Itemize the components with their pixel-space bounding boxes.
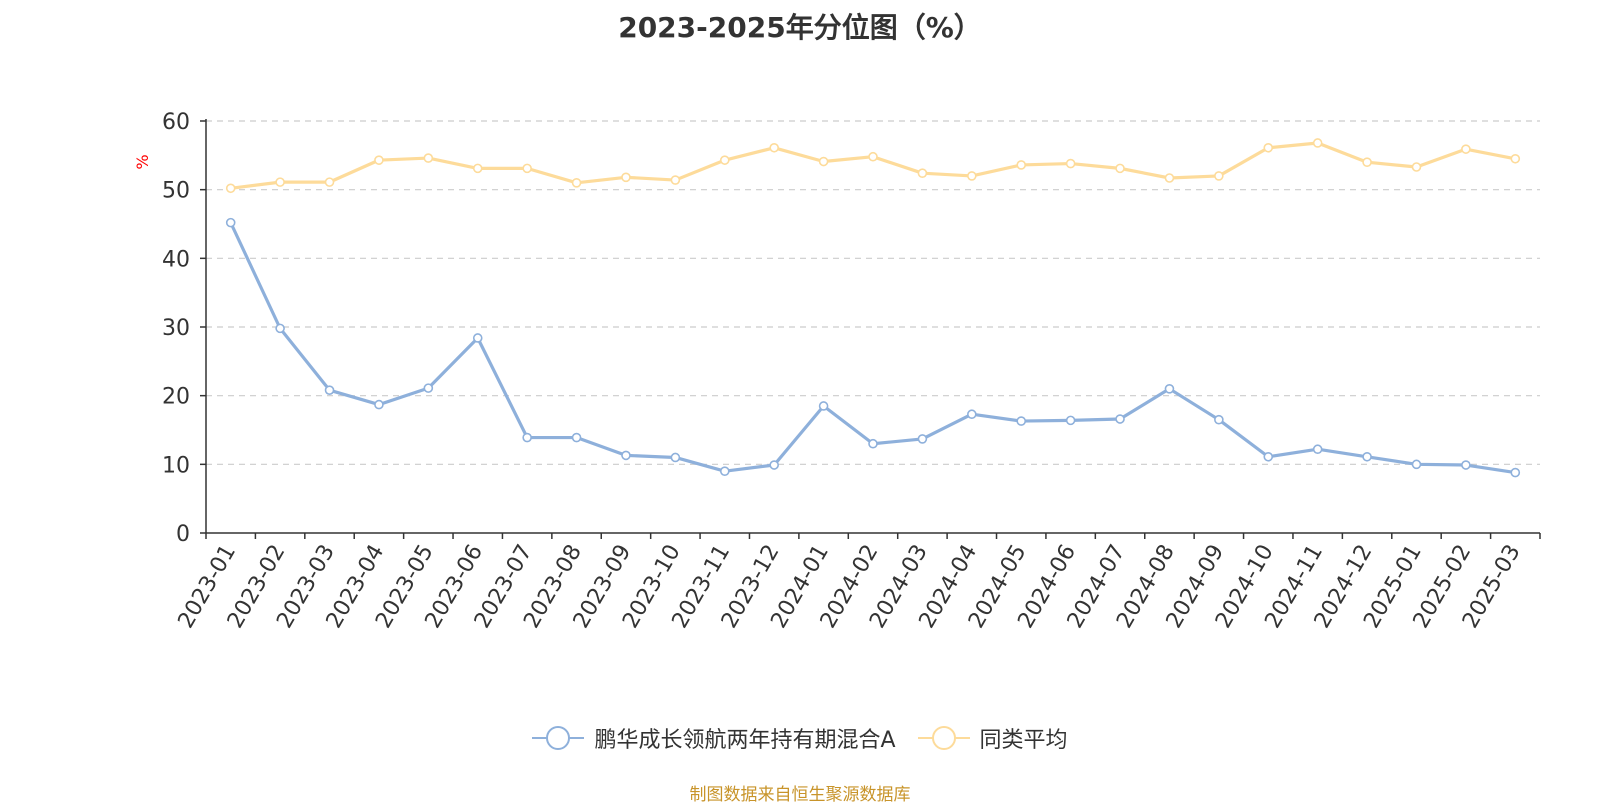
point-0-2025-01 xyxy=(1411,459,1422,470)
point-0-2023-07 xyxy=(522,432,532,443)
point-0-2023-11 xyxy=(719,466,730,477)
point-0-2023-09 xyxy=(621,450,631,461)
series-line-0 xyxy=(229,221,1516,475)
point-1-2024-11 xyxy=(1312,138,1323,148)
point-1-2023-03 xyxy=(324,177,335,187)
legend: 鹏华成长领航两年持有期混合A 同类平均 xyxy=(0,722,1600,754)
y-tick-label-0: 0 xyxy=(176,522,190,547)
point-1-2025-03 xyxy=(1510,153,1521,164)
point-1-2023-09 xyxy=(621,172,631,183)
legend-item-category-average[interactable]: 同类平均 xyxy=(917,722,1068,754)
point-1-2023-12 xyxy=(769,142,779,153)
legend-swatch-category-average xyxy=(917,726,970,750)
point-0-2024-03 xyxy=(917,434,928,444)
point-0-2025-03 xyxy=(1510,467,1521,478)
point-0-2023-08 xyxy=(571,432,582,443)
point-1-2024-06 xyxy=(1065,158,1076,169)
point-0-2024-01 xyxy=(818,401,829,411)
point-1-2023-11 xyxy=(719,155,730,165)
point-0-2023-01 xyxy=(225,217,236,228)
legend-label-category-average: 同类平均 xyxy=(979,728,1068,753)
point-1-2024-07 xyxy=(1115,163,1125,174)
legend-item-fund[interactable]: 鹏华成长领航两年持有期混合A xyxy=(532,722,896,754)
point-0-2024-02 xyxy=(868,438,878,449)
point-0-2023-04 xyxy=(374,399,384,410)
point-1-2023-04 xyxy=(374,155,384,165)
point-0-2023-02 xyxy=(275,323,285,334)
point-0-2024-11 xyxy=(1312,444,1323,455)
point-1-2025-02 xyxy=(1461,144,1471,154)
y-tick-label-20: 20 xyxy=(162,385,190,410)
y-tick-label-60: 60 xyxy=(162,110,190,135)
y-axis-unit-label: % xyxy=(133,154,152,169)
point-0-2024-07 xyxy=(1115,414,1125,424)
gridlines xyxy=(206,120,1540,465)
point-1-2024-12 xyxy=(1362,157,1372,167)
series-line-1 xyxy=(230,141,1516,190)
point-1-2023-05 xyxy=(423,153,434,163)
point-0-2023-10 xyxy=(670,452,681,463)
point-1-2024-09 xyxy=(1214,171,1224,181)
axes: 0102030405060%2023-012023-022023-032023-… xyxy=(133,110,1541,633)
point-1-2023-06 xyxy=(472,163,483,174)
series-1 xyxy=(225,138,1521,194)
point-0-2024-12 xyxy=(1362,451,1372,462)
y-tick-label-40: 40 xyxy=(162,247,190,272)
point-0-2023-03 xyxy=(324,385,335,395)
point-1-2024-02 xyxy=(868,151,878,162)
series-layer xyxy=(225,138,1521,478)
point-1-2024-05 xyxy=(1016,160,1027,170)
point-0-2023-06 xyxy=(472,333,483,343)
point-1-2024-03 xyxy=(917,168,928,178)
point-1-2024-01 xyxy=(818,156,829,167)
point-0-2023-05 xyxy=(423,383,434,393)
legend-swatch-fund xyxy=(532,726,585,750)
point-1-2023-08 xyxy=(571,178,582,188)
point-0-2023-12 xyxy=(769,460,779,470)
point-1-2024-04 xyxy=(967,171,977,181)
point-1-2025-01 xyxy=(1411,162,1422,172)
point-1-2023-01 xyxy=(225,183,236,194)
y-tick-label-30: 30 xyxy=(162,316,190,341)
point-0-2024-04 xyxy=(967,409,977,420)
legend-label-fund: 鹏华成长领航两年持有期混合A xyxy=(594,728,896,753)
line-chart: 0102030405060%2023-012023-022023-032023-… xyxy=(133,110,1541,633)
point-1-2023-02 xyxy=(275,177,285,187)
point-0-2024-10 xyxy=(1263,451,1274,462)
point-0-2024-05 xyxy=(1016,416,1027,426)
point-1-2023-07 xyxy=(522,163,532,174)
point-0-2025-02 xyxy=(1461,460,1471,470)
point-0-2024-09 xyxy=(1214,414,1224,425)
point-0-2024-06 xyxy=(1065,415,1076,426)
point-1-2024-10 xyxy=(1263,142,1274,153)
chart-title: 2023-2025年分位图（%） xyxy=(618,11,982,44)
source-note: 制图数据来自恒生聚源数据库 xyxy=(689,785,911,805)
y-tick-label-50: 50 xyxy=(162,179,190,204)
point-0-2024-08 xyxy=(1164,383,1175,394)
point-1-2023-10 xyxy=(670,175,681,185)
series-0 xyxy=(225,217,1521,478)
point-1-2024-08 xyxy=(1164,173,1175,183)
y-tick-label-10: 10 xyxy=(162,453,190,478)
